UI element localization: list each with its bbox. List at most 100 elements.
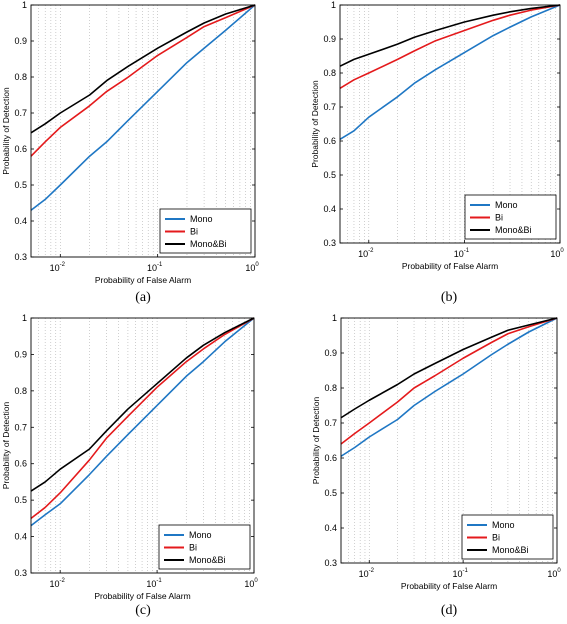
series-line-mono-bi xyxy=(30,317,255,492)
axes-box xyxy=(30,4,256,258)
axes-box xyxy=(30,317,255,574)
series-line-mono-bi xyxy=(30,4,256,134)
legend-label: Bi xyxy=(189,543,197,553)
x-tick-base: 10 xyxy=(49,579,59,589)
x-tick-base: 10 xyxy=(146,579,156,589)
y-tick-label: 0.7 xyxy=(14,108,27,118)
legend-label: Mono&Bi xyxy=(495,225,532,235)
y-tick-label: 0.7 xyxy=(14,422,27,432)
x-tick-exponent: -2 xyxy=(369,568,375,574)
x-tick-base: 10 xyxy=(452,569,462,579)
series-line-mono xyxy=(30,317,255,527)
series-line-mono xyxy=(30,4,256,211)
y-axis-label: Probability of Detection xyxy=(1,402,11,490)
x-tick-exponent: 0 xyxy=(255,262,259,268)
y-tick-label: 0.8 xyxy=(14,72,27,82)
legend-box xyxy=(158,524,251,570)
axes-box xyxy=(340,317,558,564)
x-axis-label: Probability of False Alarm xyxy=(401,581,497,591)
y-tick-label: 0.6 xyxy=(323,136,336,146)
y-tick-label: 1 xyxy=(331,0,336,10)
x-tick-label: 10-2 xyxy=(50,262,66,273)
panel-caption: (c) xyxy=(135,603,151,618)
y-tick-label: 0.8 xyxy=(324,383,337,393)
x-tick-exponent: -1 xyxy=(157,262,163,268)
x-axis-label: Probability of False Alarm xyxy=(402,261,498,271)
series-line-mono xyxy=(340,317,558,457)
legend-label: Mono&Bi xyxy=(190,239,227,249)
series-line-bi xyxy=(340,317,558,445)
legend-label: Bi xyxy=(190,227,198,237)
x-tick-base: 10 xyxy=(147,263,157,273)
x-tick-base: 10 xyxy=(454,249,464,259)
series-line-bi xyxy=(30,317,255,519)
y-tick-label: 0.4 xyxy=(324,523,337,533)
x-tick-label: 10-2 xyxy=(358,248,374,259)
x-tick-label: 10-2 xyxy=(359,568,375,579)
legend-label: Bi xyxy=(495,213,503,223)
x-tick-label: 10-1 xyxy=(146,578,162,589)
x-tick-base: 10 xyxy=(550,249,560,259)
y-tick-label: 0.4 xyxy=(323,204,336,214)
x-tick-label: 100 xyxy=(245,262,259,273)
y-tick-label: 0.3 xyxy=(14,252,27,262)
y-tick-label: 0.6 xyxy=(324,453,337,463)
x-axis-label: Probability of False Alarm xyxy=(95,275,191,285)
y-tick-label: 1 xyxy=(22,313,27,323)
x-tick-exponent: 0 xyxy=(254,578,258,584)
y-tick-label: 0.5 xyxy=(14,180,27,190)
y-tick-label: 1 xyxy=(22,0,27,10)
x-tick-exponent: 0 xyxy=(560,248,564,254)
series-line-mono-bi xyxy=(340,317,558,419)
y-axis-label: Probability of Detection xyxy=(311,397,321,485)
series-line-bi xyxy=(339,4,561,89)
panel-caption: (b) xyxy=(441,290,458,305)
y-tick-label: 0.8 xyxy=(323,68,336,78)
series-line-mono xyxy=(339,4,561,140)
legend-label: Mono xyxy=(492,520,515,530)
x-tick-label: 10-1 xyxy=(452,568,468,579)
x-tick-base: 10 xyxy=(245,263,255,273)
y-tick-label: 0.5 xyxy=(14,495,27,505)
panel-caption: (d) xyxy=(441,603,458,618)
y-tick-label: 1 xyxy=(332,313,337,323)
x-tick-base: 10 xyxy=(50,263,60,273)
legend-label: Mono xyxy=(495,200,518,210)
legend: Mono Bi Mono&Bi xyxy=(159,208,252,254)
y-tick-label: 0.4 xyxy=(14,216,27,226)
y-tick-label: 0.5 xyxy=(324,488,337,498)
y-tick-label: 0.3 xyxy=(324,558,337,568)
y-tick-label: 0.5 xyxy=(323,170,336,180)
y-axis-label: Probability of Detection xyxy=(1,87,11,175)
legend-label: Mono&Bi xyxy=(189,555,226,565)
x-tick-exponent: -1 xyxy=(462,568,468,574)
legend: Mono Bi Mono&Bi xyxy=(461,514,554,560)
y-tick-label: 0.3 xyxy=(323,238,336,248)
legend-label: Bi xyxy=(492,533,500,543)
legend: Mono Bi Mono&Bi xyxy=(158,524,251,570)
y-tick-label: 0.6 xyxy=(14,459,27,469)
x-tick-exponent: -2 xyxy=(60,578,66,584)
axes-box xyxy=(339,4,561,244)
y-axis-label: Probability of Detection xyxy=(310,80,320,168)
x-tick-exponent: -1 xyxy=(156,578,162,584)
legend-label: Mono xyxy=(190,214,213,224)
legend: Mono Bi Mono&Bi xyxy=(464,194,557,240)
y-tick-label: 0.4 xyxy=(14,532,27,542)
y-tick-label: 0.7 xyxy=(324,418,337,428)
y-tick-label: 0.3 xyxy=(14,568,27,578)
y-tick-label: 0.9 xyxy=(14,349,27,359)
x-tick-exponent: -2 xyxy=(60,262,66,268)
x-tick-base: 10 xyxy=(244,579,254,589)
y-tick-label: 0.9 xyxy=(323,34,336,44)
x-tick-base: 10 xyxy=(358,249,368,259)
x-tick-exponent: 0 xyxy=(557,568,561,574)
legend-label: Mono xyxy=(189,530,212,540)
x-tick-label: 10-1 xyxy=(147,262,163,273)
x-tick-label: 100 xyxy=(550,248,564,259)
